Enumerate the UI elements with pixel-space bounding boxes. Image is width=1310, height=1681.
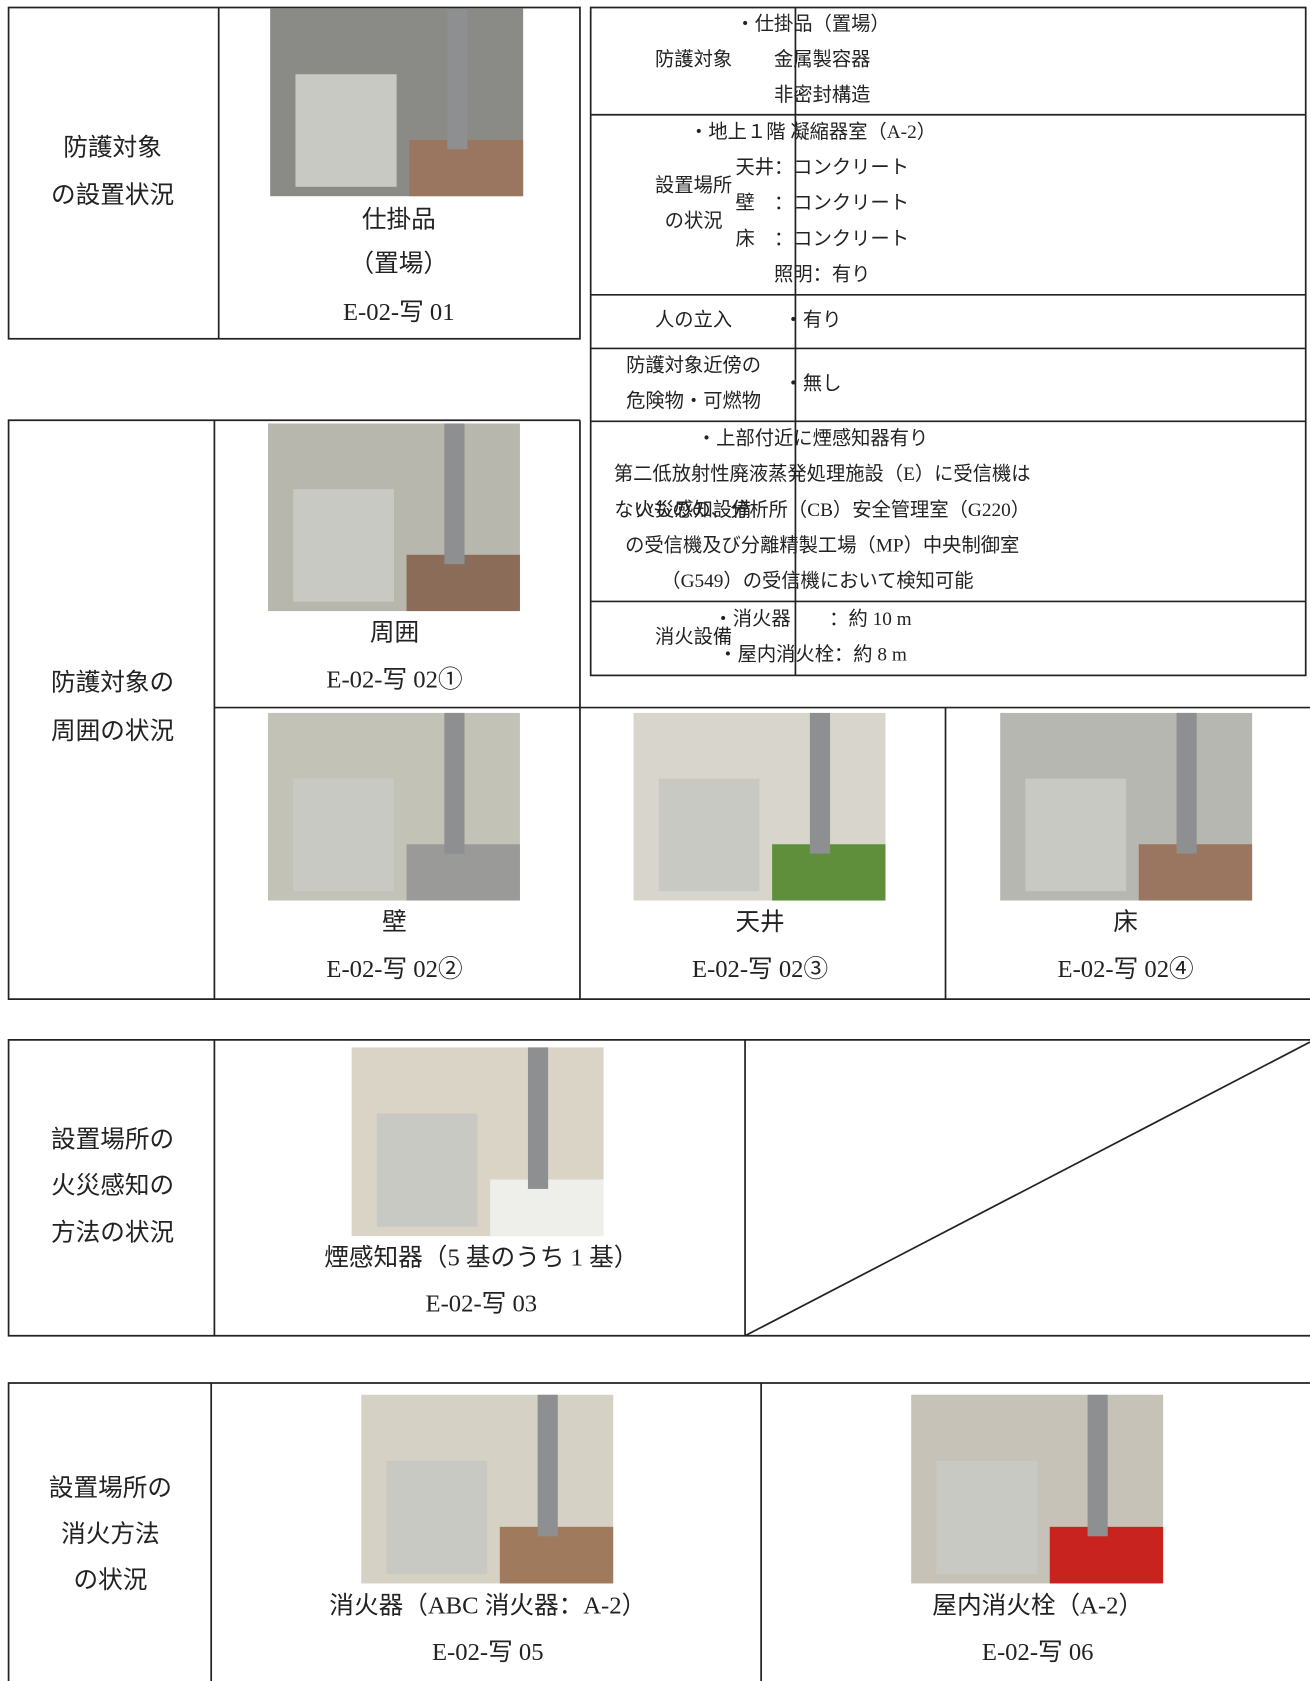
photo-caption: 煙感知器（5 基のうち 1 基）: [324, 1243, 638, 1271]
row-header: 設置場所: [655, 174, 732, 196]
photo-id: E-02-写 05: [432, 1639, 544, 1666]
photo-caption: 壁: [382, 908, 407, 936]
photo-caption: 屋内消火栓（A-2）: [932, 1592, 1143, 1620]
row-header: 消火設備: [655, 626, 732, 648]
photo-detail: [293, 778, 394, 892]
photo-id: E-02-写 02②: [326, 955, 462, 983]
photo-detail: [444, 423, 465, 565]
photo-id: E-02-写 02③: [692, 955, 828, 983]
photo-caption: 周囲: [370, 619, 419, 646]
section-label: 防護対象: [63, 134, 162, 162]
photo-detail: [1025, 778, 1127, 892]
row-content: 第二低放射性廃液蒸発処理施設（E）に受信機は: [595, 463, 1031, 485]
photo-caption: （置場）: [350, 250, 449, 278]
section-label: の設置状況: [51, 181, 174, 209]
row-content: ・有り: [784, 309, 842, 331]
photo-caption: 天井: [735, 908, 784, 936]
photo-id: E-02-写 01: [343, 299, 455, 326]
row-content: ・地上１階 凝縮器室（A-2）: [689, 121, 936, 143]
photo-detail: [409, 139, 524, 197]
section-label: 火災感知の: [51, 1172, 174, 1200]
section-label: の状況: [73, 1566, 147, 1594]
photo-detail: [447, 8, 468, 150]
row-content: ・上部付近に煙感知器有り: [697, 427, 928, 449]
section-label: 周囲の状況: [51, 717, 174, 745]
photo-detail: [527, 1047, 549, 1189]
row-content: ・屋内消火栓：約 8 m: [718, 644, 907, 666]
photo-detail: [809, 712, 831, 854]
photo-detail: [386, 1460, 488, 1575]
row-content: 金属製容器: [755, 49, 871, 71]
row-header: 人の立入: [655, 309, 732, 331]
row-content: 照明：有り: [755, 264, 871, 286]
row-content: （G549）の受信機において検知可能: [652, 570, 974, 592]
photo-detail: [376, 1113, 478, 1227]
photo-id: E-02-写 02④: [1058, 955, 1194, 983]
photo-detail: [444, 712, 465, 854]
row-content: 天井：コンクリート: [716, 156, 909, 178]
table-lines: [7, 6, 1310, 1681]
row-content: の受信機及び分離精製工場（MP）中央制御室: [606, 534, 1019, 556]
row-header: 火災感知設備: [636, 499, 752, 521]
photo-detail: [293, 489, 394, 602]
photo-detail: [537, 1394, 558, 1537]
photo-id: E-02-写 02①: [326, 665, 462, 693]
row-content: ・消火器 ：約 10 m: [714, 608, 912, 630]
row-header: 危険物・可燃物: [626, 390, 761, 412]
row-header: 防護対象: [655, 49, 732, 71]
photo-caption: 消火器（ABC 消火器：A-2）: [329, 1592, 646, 1620]
section-label: 防護対象の: [51, 669, 174, 697]
section-label: 設置場所の: [49, 1474, 172, 1502]
row-content: 非密封構造: [755, 84, 871, 106]
row-content: 床 ：コンクリート: [716, 228, 909, 250]
photo-detail: [1176, 712, 1197, 854]
photo-detail: [658, 778, 760, 892]
photo-caption: 仕掛品: [362, 206, 436, 234]
row-content: ・仕掛品（置場）: [735, 13, 889, 35]
row-content: 壁 ：コンクリート: [716, 192, 909, 214]
section-label: 設置場所の: [51, 1125, 174, 1153]
section-label: 消火方法: [61, 1520, 160, 1548]
photo-detail: [1087, 1394, 1108, 1537]
row-header: の状況: [665, 210, 723, 232]
photo-id: E-02-写 03: [426, 1290, 538, 1317]
section-label: 方法の状況: [51, 1219, 174, 1247]
row-content: ・無し: [784, 372, 842, 394]
row-header: 防護対象近傍の: [626, 355, 761, 377]
photo-detail: [936, 1460, 1038, 1575]
photo-caption: 床: [1113, 908, 1138, 936]
photo-detail: [295, 74, 397, 187]
photo-id: E-02-写 06: [982, 1639, 1094, 1666]
row-content: ないものの、分析所（CB）安全管理室（G220）: [595, 499, 1030, 521]
